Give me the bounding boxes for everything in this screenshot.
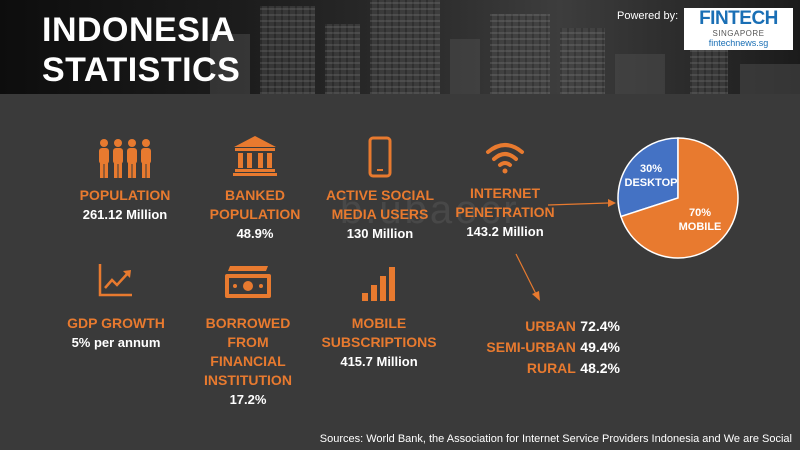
sources-footnote: Sources: World Bank, the Association for…	[319, 433, 792, 445]
device-pie-chart: 30% DESKTOP 70% MOBILE	[617, 137, 739, 259]
stat-value: 261.12 Million	[82, 207, 168, 222]
logo-sub: SINGAPORE	[712, 29, 765, 38]
stat-label: MOBILE SUBSCRIPTIONS	[318, 314, 440, 352]
header-banner: INDONESIA STATISTICS Powered by: FINTECH…	[0, 0, 800, 94]
stat-label: GDP GROWTH	[67, 315, 165, 331]
stat-label-line: POPULATION	[209, 206, 301, 222]
people-icon	[99, 139, 151, 178]
stat-label-line: BORROWED FROM	[205, 315, 291, 350]
wifi-icon	[486, 143, 524, 174]
stat-value: 48.9%	[236, 226, 274, 241]
arrow-icon	[548, 199, 616, 207]
stat-value: 143.2 Million	[466, 224, 544, 239]
pie-label-desktop-value: 30%	[640, 163, 662, 175]
stat-value: 415.7 Million	[340, 354, 418, 369]
breakdown-row: URBAN 72.4%	[480, 316, 620, 337]
stat-label: BORROWED FROM FINANCIAL INSTITUTION	[186, 314, 310, 390]
stat-label: POPULATION	[79, 187, 171, 203]
stat-label-line: INTERNET	[470, 185, 540, 201]
growth-chart-icon	[98, 264, 132, 297]
stat-label-line: SUBSCRIPTIONS	[321, 334, 437, 350]
powered-by-label: Powered by:	[617, 10, 679, 22]
skyline-building	[740, 64, 800, 94]
pie-slice-mobile	[619, 137, 739, 259]
page-title: INDONESIA STATISTICS	[42, 10, 240, 90]
stat-label-line: MEDIA USERS	[331, 206, 429, 222]
stat-label-line: ACTIVE SOCIAL	[325, 187, 435, 203]
title-line: STATISTICS	[42, 51, 241, 89]
breakdown-value: 49.4%	[580, 339, 620, 355]
stat-label-line: MOBILE	[351, 315, 407, 331]
breakdown-category: SEMI-URBAN	[486, 339, 576, 355]
logo-url: fintechnews.sg	[708, 38, 769, 48]
stat-label-line: FINANCIAL	[210, 353, 286, 369]
watermark: b.ubaocr	[340, 188, 520, 232]
stat-borrowed: BORROWED FROM FINANCIAL INSTITUTION 17.2…	[186, 266, 310, 409]
skyline-building	[260, 6, 315, 94]
breakdown-row: RURAL 48.2%	[480, 358, 620, 379]
smartphone-icon	[368, 136, 392, 178]
breakdown-row: SEMI-URBAN 49.4%	[480, 337, 620, 358]
stat-value: 17.2%	[229, 392, 267, 407]
breakdown-value: 72.4%	[580, 318, 620, 334]
stat-label: ACTIVE SOCIAL MEDIA USERS	[320, 186, 440, 224]
stat-value: 5% per annum	[71, 335, 161, 350]
pie-label-desktop-category: DESKTOP	[625, 177, 678, 189]
stat-internet-penetration: INTERNET PENETRATION 143.2 Million	[445, 140, 565, 241]
internet-breakdown: URBAN 72.4% SEMI-URBAN 49.4% RURAL 48.2%	[480, 316, 620, 379]
stat-gdp-growth: GDP GROWTH 5% per annum	[60, 262, 172, 352]
banknote-icon	[225, 266, 271, 298]
stat-label-line: BANKED	[225, 187, 285, 203]
stat-mobile-subscriptions: MOBILE SUBSCRIPTIONS 415.7 Million	[318, 266, 440, 371]
logo-name: FINTECH	[699, 8, 778, 29]
skyline-building	[560, 28, 605, 94]
breakdown-category: RURAL	[526, 360, 576, 376]
stat-label: INTERNET PENETRATION	[445, 184, 565, 222]
breakdown-value: 48.2%	[580, 360, 620, 376]
pie-slice-desktop	[617, 137, 679, 218]
stat-value: 130 Million	[346, 226, 414, 241]
fintech-logo[interactable]: FINTECH SINGAPORE fintechnews.sg	[684, 8, 793, 50]
skyline-building	[325, 24, 360, 94]
stat-label: BANKED POPULATION	[195, 186, 315, 224]
pie-label-mobile-category: MOBILE	[679, 221, 722, 233]
stat-population: POPULATION 261.12 Million	[60, 138, 190, 224]
bank-icon	[233, 136, 277, 176]
stat-label-line: INSTITUTION	[204, 372, 292, 388]
arrow-icon	[515, 253, 540, 301]
skyline-building	[210, 34, 250, 94]
stat-label-line: PENETRATION	[455, 204, 555, 220]
breakdown-category: URBAN	[525, 318, 576, 334]
stat-social-media-users: ACTIVE SOCIAL MEDIA USERS 130 Million	[320, 136, 440, 243]
skyline-building	[370, 0, 440, 94]
stat-banked-population: BANKED POPULATION 48.9%	[195, 136, 315, 243]
skyline-building	[450, 39, 480, 94]
signal-bars-icon	[362, 267, 395, 301]
pie-label-mobile-value: 70%	[689, 207, 711, 219]
title-line: INDONESIA	[42, 11, 236, 49]
skyline-building	[615, 54, 665, 94]
skyline-building	[690, 44, 728, 94]
skyline-building	[490, 14, 550, 94]
